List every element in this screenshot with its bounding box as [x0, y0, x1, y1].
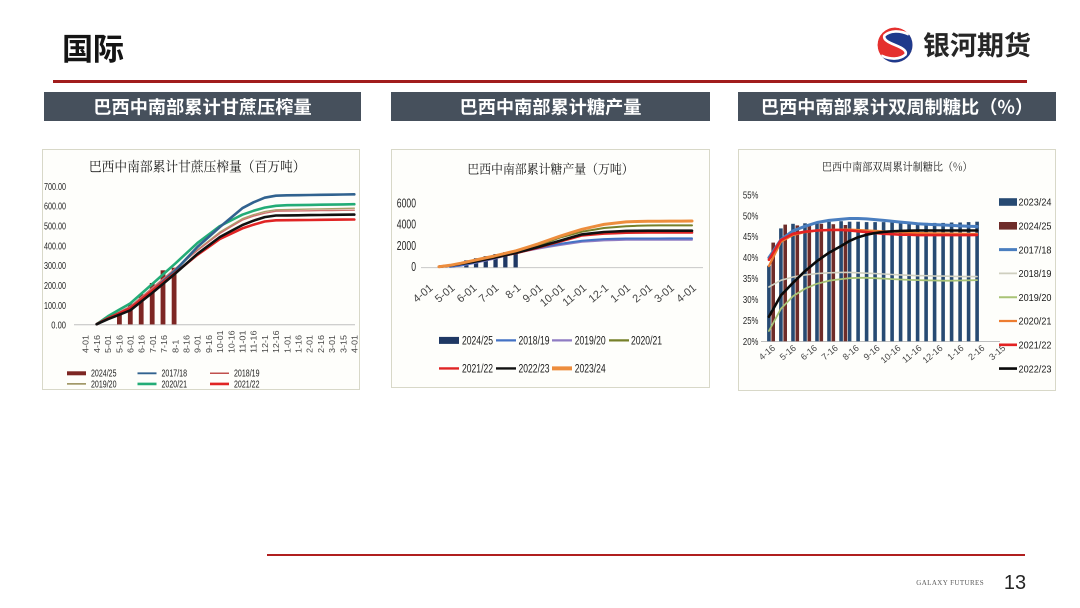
svg-text:100.00: 100.00 — [44, 301, 66, 312]
svg-text:6-16: 6-16 — [799, 343, 819, 362]
svg-text:11-16: 11-16 — [249, 330, 259, 353]
svg-text:2022/23: 2022/23 — [1019, 363, 1052, 375]
svg-text:8-16: 8-16 — [182, 335, 192, 353]
svg-text:2-01: 2-01 — [305, 335, 315, 353]
svg-text:1-01: 1-01 — [282, 335, 292, 353]
svg-text:7-01: 7-01 — [148, 335, 158, 353]
svg-text:3-15: 3-15 — [338, 335, 348, 353]
svg-text:2021/22: 2021/22 — [1019, 340, 1052, 352]
svg-text:4-16: 4-16 — [757, 343, 777, 362]
svg-text:2-01: 2-01 — [630, 282, 655, 305]
svg-text:6-01: 6-01 — [455, 282, 480, 305]
svg-text:3-01: 3-01 — [652, 282, 677, 305]
svg-text:2024/25: 2024/25 — [462, 336, 493, 348]
svg-text:2024/25: 2024/25 — [91, 369, 117, 380]
svg-text:0: 0 — [411, 260, 416, 274]
svg-text:6-16: 6-16 — [137, 335, 147, 353]
svg-text:5-01: 5-01 — [103, 335, 113, 353]
svg-text:400.00: 400.00 — [44, 241, 66, 252]
svg-text:8-1: 8-1 — [170, 339, 180, 353]
svg-text:11-01: 11-01 — [560, 282, 589, 309]
svg-text:55%: 55% — [743, 189, 759, 201]
svg-text:9-01: 9-01 — [193, 335, 203, 353]
svg-text:5-01: 5-01 — [433, 282, 458, 305]
svg-text:2021/22: 2021/22 — [462, 364, 493, 376]
svg-text:9-16: 9-16 — [204, 335, 214, 353]
svg-text:2-16: 2-16 — [316, 335, 326, 353]
svg-text:2023/24: 2023/24 — [575, 364, 606, 376]
svg-text:1-16: 1-16 — [945, 343, 965, 362]
svg-text:2018/19: 2018/19 — [519, 336, 550, 348]
svg-text:25%: 25% — [743, 315, 759, 327]
svg-text:2018/19: 2018/19 — [234, 369, 260, 380]
svg-text:4-01: 4-01 — [350, 335, 360, 353]
svg-text:10-16: 10-16 — [879, 343, 903, 365]
svg-text:1-01: 1-01 — [608, 282, 633, 305]
svg-text:7-01: 7-01 — [477, 282, 502, 305]
svg-text:45%: 45% — [743, 231, 759, 243]
svg-text:4-16: 4-16 — [92, 335, 102, 353]
svg-text:2017/18: 2017/18 — [162, 369, 188, 380]
svg-text:5-16: 5-16 — [778, 343, 798, 362]
svg-text:12-1: 12-1 — [260, 335, 270, 353]
svg-text:20%: 20% — [743, 336, 759, 348]
svg-text:600.00: 600.00 — [44, 202, 66, 213]
svg-text:8-1: 8-1 — [503, 282, 523, 301]
svg-text:2020/21: 2020/21 — [631, 336, 662, 348]
svg-text:500.00: 500.00 — [44, 222, 66, 233]
svg-text:6000: 6000 — [397, 197, 416, 211]
svg-text:4-01: 4-01 — [81, 335, 91, 353]
svg-text:2000: 2000 — [397, 239, 416, 253]
svg-text:7-16: 7-16 — [820, 343, 840, 362]
svg-text:5-16: 5-16 — [114, 335, 124, 353]
svg-text:12-1: 12-1 — [587, 282, 612, 305]
svg-text:4-01: 4-01 — [674, 282, 699, 305]
svg-text:2019/20: 2019/20 — [1019, 292, 1052, 304]
svg-text:4000: 4000 — [397, 218, 416, 232]
svg-text:50%: 50% — [743, 210, 759, 222]
svg-text:11-16: 11-16 — [900, 343, 924, 365]
svg-text:2022/23: 2022/23 — [519, 364, 550, 376]
svg-text:700.00: 700.00 — [44, 182, 66, 193]
svg-text:2017/18: 2017/18 — [1019, 244, 1052, 256]
svg-text:7-16: 7-16 — [159, 335, 169, 353]
svg-text:10-01: 10-01 — [215, 330, 225, 353]
svg-text:2019/20: 2019/20 — [575, 336, 606, 348]
svg-text:2020/21: 2020/21 — [162, 379, 188, 390]
svg-text:2019/20: 2019/20 — [91, 379, 117, 390]
svg-text:2024/25: 2024/25 — [1019, 221, 1052, 233]
svg-text:6-01: 6-01 — [126, 335, 136, 353]
svg-text:1-16: 1-16 — [294, 335, 304, 353]
svg-text:8-16: 8-16 — [841, 343, 861, 362]
svg-text:2018/19: 2018/19 — [1019, 268, 1052, 280]
svg-text:200.00: 200.00 — [44, 281, 66, 292]
svg-text:300.00: 300.00 — [44, 261, 66, 272]
svg-text:11-01: 11-01 — [238, 330, 248, 353]
svg-text:12-16: 12-16 — [921, 343, 945, 365]
svg-text:10-01: 10-01 — [538, 282, 567, 309]
svg-text:30%: 30% — [743, 294, 759, 306]
svg-text:2023/24: 2023/24 — [1019, 197, 1052, 209]
svg-text:2021/22: 2021/22 — [234, 379, 260, 390]
svg-text:40%: 40% — [743, 252, 759, 264]
svg-text:10-16: 10-16 — [226, 330, 236, 353]
svg-text:4-01: 4-01 — [411, 282, 436, 305]
svg-text:2-16: 2-16 — [966, 343, 986, 362]
svg-text:3-01: 3-01 — [327, 335, 337, 353]
svg-text:35%: 35% — [743, 273, 759, 285]
svg-text:2020/21: 2020/21 — [1019, 316, 1052, 328]
svg-text:0.00: 0.00 — [51, 321, 66, 332]
svg-text:12-16: 12-16 — [271, 330, 281, 353]
